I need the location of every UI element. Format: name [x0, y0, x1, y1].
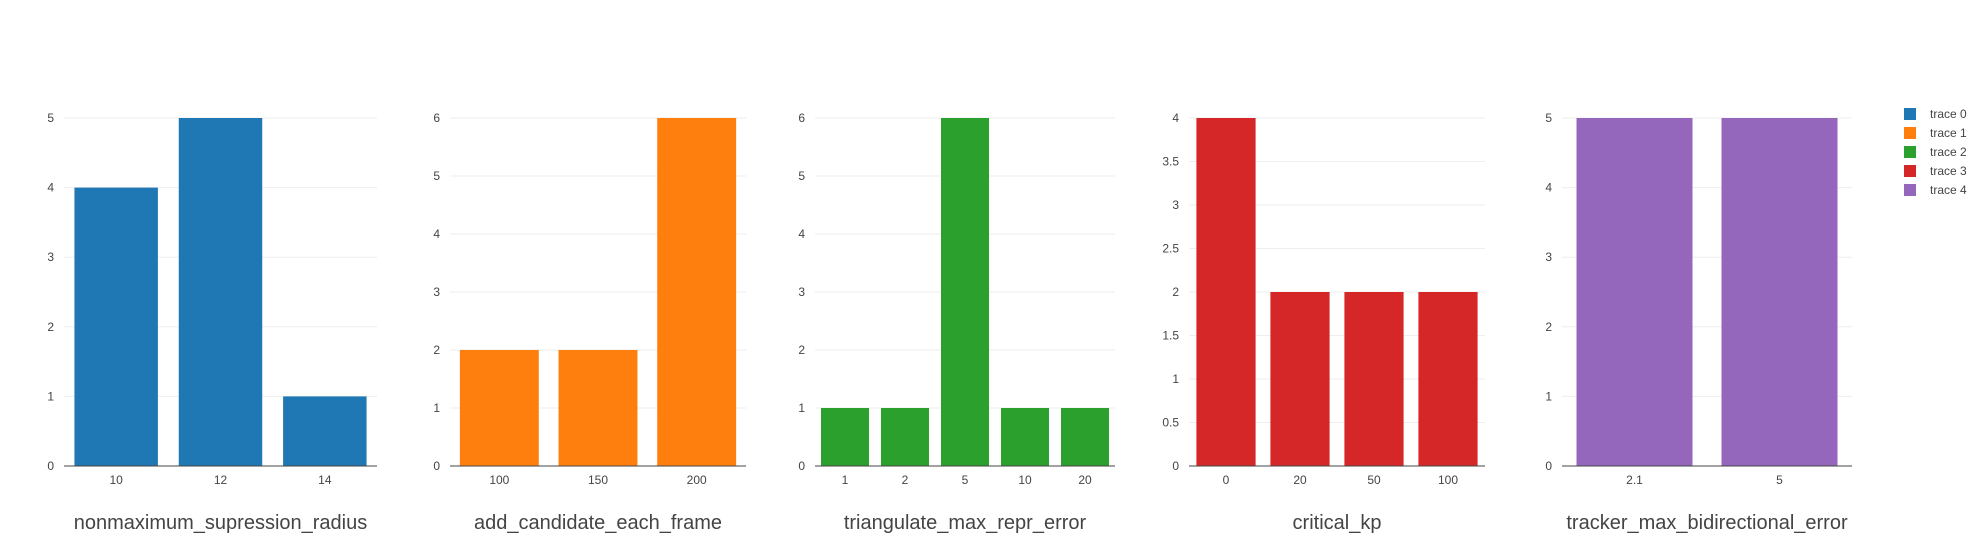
bar-50	[1344, 292, 1404, 466]
bar-5	[1721, 118, 1838, 466]
legend-swatch	[1904, 146, 1916, 158]
legend-swatch	[1904, 108, 1916, 120]
bar-100	[459, 350, 539, 466]
y-tick-label: 1	[1545, 389, 1552, 403]
x-tick-label: 10	[109, 473, 123, 487]
bar-200	[657, 118, 737, 466]
x-tick-label: 100	[489, 473, 509, 487]
y-tick-label: 0	[1545, 459, 1552, 473]
x-tick-label: 20	[1078, 473, 1092, 487]
y-tick-label: 6	[433, 111, 440, 125]
y-tick-label: 4	[798, 227, 805, 241]
y-tick-label: 1.5	[1162, 329, 1179, 343]
legend-label: trace 4	[1930, 183, 1967, 197]
y-tick-label: 1	[433, 401, 440, 415]
x-tick-label: 5	[962, 473, 969, 487]
y-tick-label: 0	[1172, 459, 1179, 473]
y-tick-label: 2	[433, 343, 440, 357]
legend-label: trace 1	[1930, 126, 1967, 140]
bar-150	[558, 350, 638, 466]
y-tick-label: 4	[47, 181, 54, 195]
x-axis-title: tracker_max_bidirectional_error	[1566, 512, 1848, 534]
y-tick-label: 3	[47, 250, 54, 264]
bar-20	[1270, 292, 1330, 466]
bar-20	[1061, 408, 1109, 466]
y-tick-label: 3	[433, 285, 440, 299]
y-tick-label: 1	[47, 389, 54, 403]
legend-swatch	[1904, 165, 1916, 177]
bar-10	[1001, 408, 1049, 466]
y-tick-label: 0.5	[1162, 416, 1179, 430]
x-tick-label: 5	[1776, 473, 1783, 487]
y-tick-label: 5	[433, 169, 440, 183]
y-tick-label: 0	[47, 459, 54, 473]
y-tick-label: 3	[1545, 250, 1552, 264]
bar-5	[941, 118, 989, 466]
y-tick-label: 5	[1545, 111, 1552, 125]
x-tick-label: 0	[1223, 473, 1230, 487]
bar-14	[283, 396, 367, 466]
x-tick-label: 12	[214, 473, 228, 487]
legend-swatch	[1904, 127, 1916, 139]
y-tick-label: 6	[798, 111, 805, 125]
y-tick-label: 4	[1545, 181, 1552, 195]
bar-10	[74, 187, 158, 466]
x-tick-label: 150	[588, 473, 608, 487]
y-tick-label: 5	[47, 111, 54, 125]
bar-100	[1418, 292, 1478, 466]
y-tick-label: 1	[1172, 372, 1179, 386]
x-tick-label: 1	[842, 473, 849, 487]
bar-0	[1196, 118, 1256, 466]
y-tick-label: 0	[433, 459, 440, 473]
y-tick-label: 4	[1172, 111, 1179, 125]
x-axis-title: nonmaximum_supression_radius	[74, 512, 367, 534]
x-axis-title: critical_kp	[1293, 512, 1382, 534]
y-tick-label: 2	[1172, 285, 1179, 299]
y-tick-label: 2	[47, 320, 54, 334]
bar-2	[881, 408, 929, 466]
x-tick-label: 2	[902, 473, 909, 487]
bar-1	[821, 408, 869, 466]
y-tick-label: 4	[433, 227, 440, 241]
x-tick-label: 10	[1018, 473, 1032, 487]
x-tick-label: 14	[318, 473, 332, 487]
y-tick-label: 2.5	[1162, 242, 1179, 256]
y-tick-label: 3	[798, 285, 805, 299]
y-tick-label: 1	[798, 401, 805, 415]
legend-label: trace 2	[1930, 145, 1967, 159]
y-tick-label: 5	[798, 169, 805, 183]
x-tick-label: 2.1	[1626, 473, 1643, 487]
y-tick-label: 3	[1172, 198, 1179, 212]
x-axis-title: triangulate_max_repr_error	[844, 512, 1087, 534]
bar-12	[178, 118, 263, 466]
y-tick-label: 3.5	[1162, 155, 1179, 169]
bar-2-1	[1576, 118, 1693, 466]
legend-swatch	[1904, 184, 1916, 196]
y-tick-label: 2	[1545, 320, 1552, 334]
y-tick-label: 0	[798, 459, 805, 473]
x-axis-title: add_candidate_each_frame	[474, 512, 722, 534]
x-tick-label: 200	[687, 473, 707, 487]
legend-label: trace 3	[1930, 164, 1967, 178]
x-tick-label: 20	[1293, 473, 1307, 487]
legend-label: trace 0	[1930, 107, 1967, 121]
x-tick-label: 100	[1438, 473, 1458, 487]
x-tick-label: 50	[1367, 473, 1381, 487]
y-tick-label: 2	[798, 343, 805, 357]
